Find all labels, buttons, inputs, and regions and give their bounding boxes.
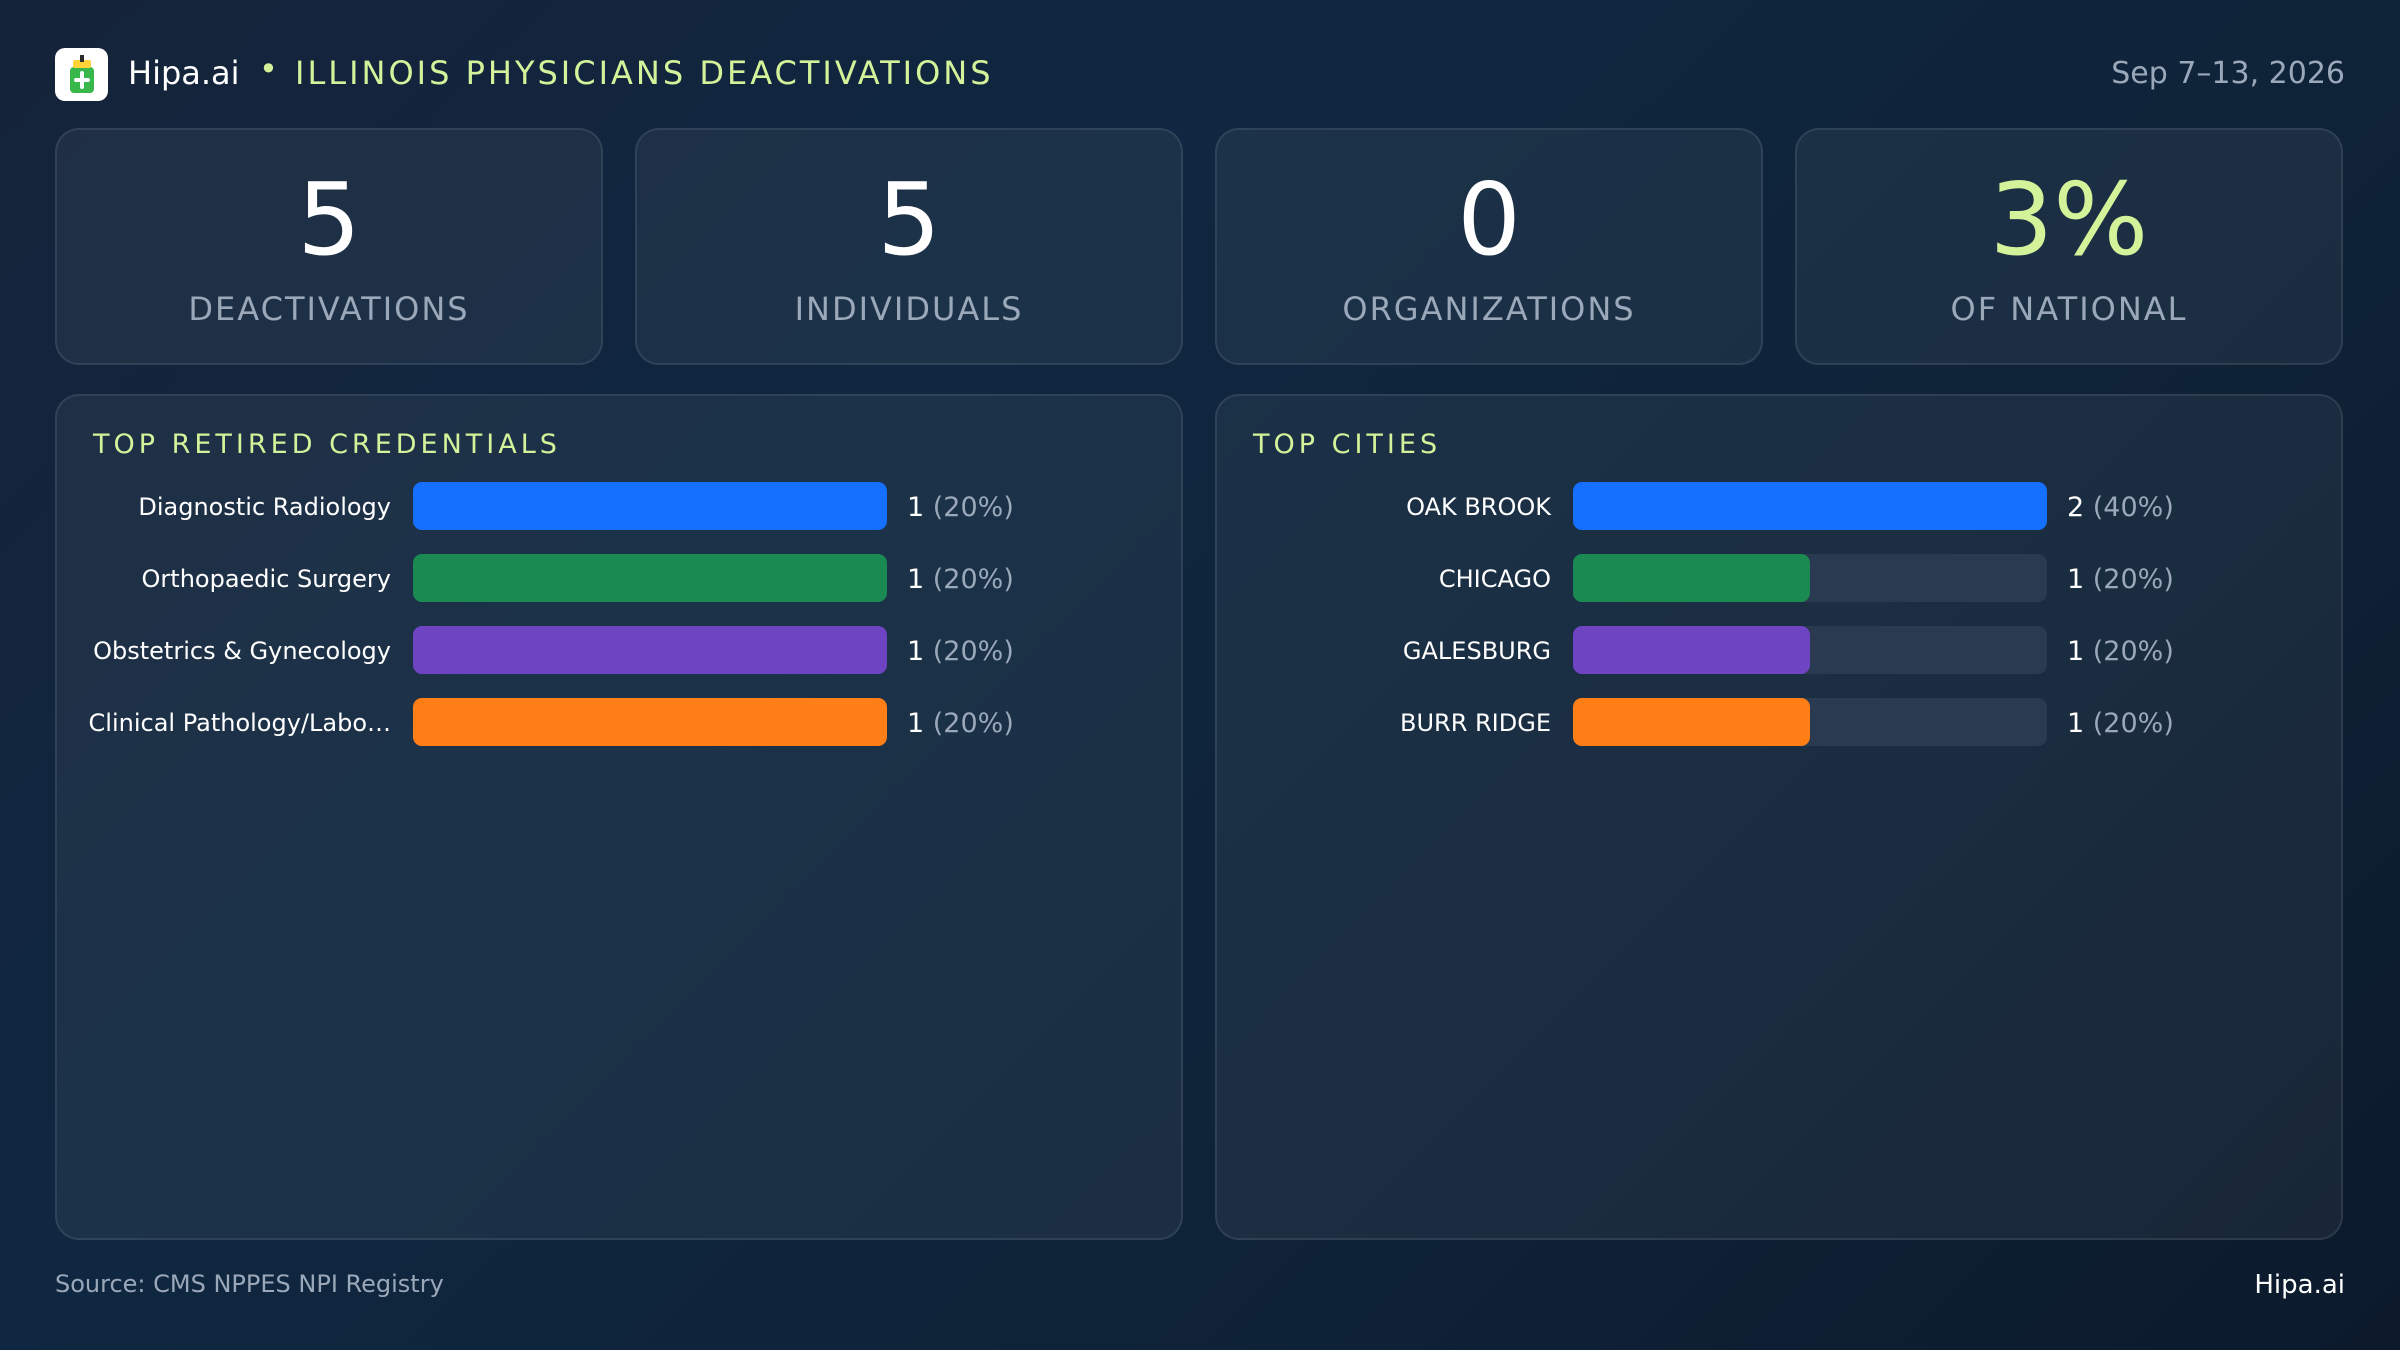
stat-card-individuals: 5 INDIVIDUALS [635, 128, 1183, 365]
bar [1573, 626, 1810, 674]
panel-title: TOP RETIRED CREDENTIALS [93, 429, 561, 460]
panel-top-retired-credentials: TOP RETIRED CREDENTIALS Diagnostic Radio… [55, 394, 1183, 1240]
bar-category-label: Obstetrics & Gynecology [93, 637, 391, 665]
bar [1573, 482, 2047, 530]
brand-name: Hipa.ai [128, 54, 240, 92]
app-logo [55, 48, 108, 101]
bar-value-label: 1 (20%) [2067, 636, 2174, 667]
date-range: Sep 7–13, 2026 [2111, 56, 2345, 91]
bar-value-label: 1 (20%) [907, 564, 1014, 595]
cup-icon [69, 54, 94, 93]
stat-value: 0 [1457, 161, 1521, 278]
bar-category-label: Clinical Pathology/Labo… [89, 709, 391, 737]
stat-value: 3% [1989, 161, 2149, 278]
stat-label: OF NATIONAL [1950, 290, 2188, 328]
header: Hipa.ai • ILLINOIS PHYSICIANS DEACTIVATI… [55, 46, 2345, 102]
panel-title: TOP CITIES [1253, 429, 1442, 460]
bar-category-label: BURR RIDGE [1400, 709, 1551, 737]
bar-category-label: GALESBURG [1403, 637, 1551, 665]
bar-category-label: Diagnostic Radiology [138, 493, 391, 521]
bar-value-label: 1 (20%) [907, 708, 1014, 739]
stat-value: 5 [877, 161, 941, 278]
bar [1573, 698, 1810, 746]
bar [1573, 554, 1810, 602]
bar [413, 554, 887, 602]
bar-value-label: 1 (20%) [907, 636, 1014, 667]
bar-value-label: 1 (20%) [907, 492, 1014, 523]
stat-card-of-national: 3% OF NATIONAL [1795, 128, 2343, 365]
bar [413, 698, 887, 746]
stat-card-organizations: 0 ORGANIZATIONS [1215, 128, 1763, 365]
bar-category-label: OAK BROOK [1406, 493, 1552, 521]
bar-category-label: CHICAGO [1439, 565, 1551, 593]
bar-value-label: 1 (20%) [2067, 708, 2174, 739]
stat-label: ORGANIZATIONS [1342, 290, 1636, 328]
bar-value-label: 1 (20%) [2067, 564, 2174, 595]
panel-top-cities: TOP CITIES OAK BROOK 2 (40%) CHICAGO 1 (20%… [1215, 394, 2343, 1240]
stat-label: INDIVIDUALS [794, 290, 1024, 328]
credentials-bar-chart: Diagnostic Radiology 1 (20%) Orthopaedic S… [89, 482, 1014, 746]
bar-value-label: 2 (40%) [2067, 492, 2174, 523]
footer-source: Source: CMS NPPES NPI Registry [55, 1270, 444, 1298]
bar [413, 482, 887, 530]
stat-card-deactivations: 5 DEACTIVATIONS [55, 128, 603, 365]
page-title: ILLINOIS PHYSICIANS DEACTIVATIONS [295, 54, 994, 92]
bar-category-label: Orthopaedic Surgery [142, 565, 391, 593]
cities-bar-chart: OAK BROOK 2 (40%) CHICAGO 1 (20%) GALESBURG 1… [1400, 482, 2174, 746]
title-separator: • [259, 50, 278, 88]
stat-label: DEACTIVATIONS [188, 290, 470, 328]
footer-brand: Hipa.ai [2254, 1270, 2345, 1300]
bar [413, 626, 887, 674]
stat-value: 5 [297, 161, 361, 278]
